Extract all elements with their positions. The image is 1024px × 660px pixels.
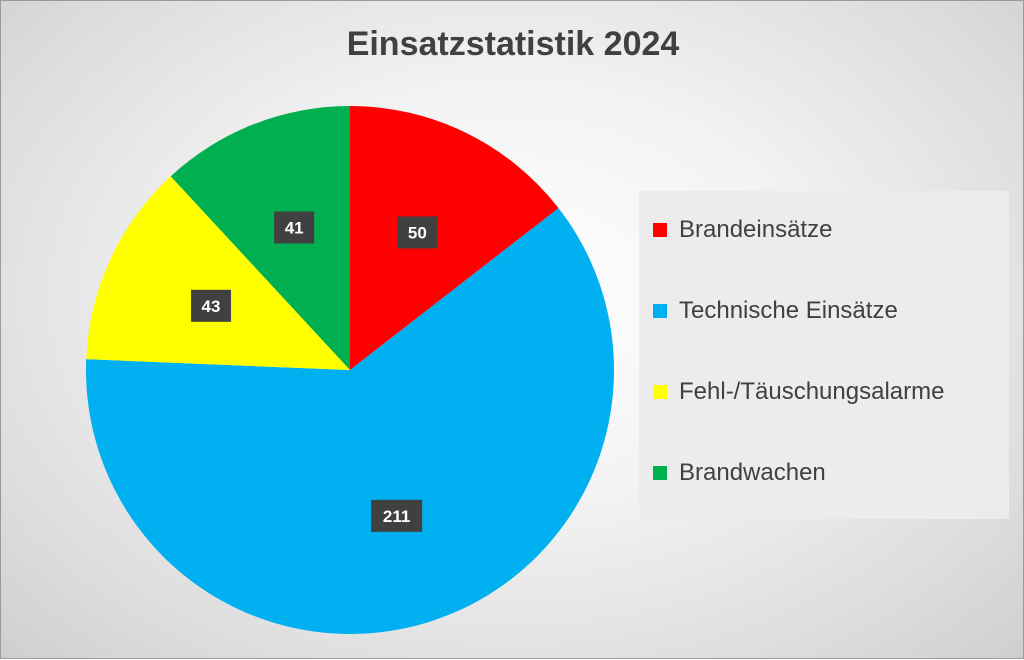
pie-slices <box>85 106 615 635</box>
data-label-box <box>371 499 423 532</box>
legend: Brandeinsätze Technische Einsätze Fehl-/… <box>639 191 1009 519</box>
legend-label-brandeinsaetze: Brandeinsätze <box>679 216 833 243</box>
legend-item-brandwachen: Brandwachen <box>639 455 1009 491</box>
data-label-brandeinsaetze: 50 <box>397 216 438 249</box>
data-label-technische-einsaetze: 211 <box>371 499 423 532</box>
data-label-box <box>397 216 438 249</box>
data-label-value: 50 <box>408 223 427 242</box>
legend-item-technische-einsaetze: Technische Einsätze <box>639 293 1009 329</box>
legend-label-technische-einsaetze: Technische Einsätze <box>679 297 898 324</box>
pie-slice-brandeinsaetze <box>350 106 559 370</box>
legend-swatch-technische-einsaetze <box>653 304 667 318</box>
data-label-fehlalarme: 43 <box>190 289 231 322</box>
legend-label-fehlalarme: Fehl-/Täuschungsalarme <box>679 378 945 405</box>
data-label-box <box>274 211 315 244</box>
pie-slice-brandwachen <box>170 106 350 370</box>
data-label-value: 211 <box>383 507 410 526</box>
data-label-value: 41 <box>285 218 304 237</box>
legend-swatch-brandwachen <box>653 466 667 480</box>
chart-title: Einsatzstatistik 2024 <box>346 25 680 63</box>
legend-swatch-brandeinsaetze <box>653 223 667 237</box>
pie-data-labels: 50 211 43 41 <box>190 211 438 532</box>
pie-slice-fehlalarme <box>86 176 350 370</box>
legend-swatch-fehlalarme <box>653 385 667 399</box>
legend-item-brandeinsaetze: Brandeinsätze <box>639 212 1009 248</box>
legend-label-brandwachen: Brandwachen <box>679 459 826 486</box>
pie-slice-technische-einsaetze <box>85 208 615 635</box>
data-label-value: 43 <box>202 297 221 316</box>
data-label-box <box>190 289 231 322</box>
data-label-brandwachen: 41 <box>274 211 315 244</box>
legend-item-fehlalarme: Fehl-/Täuschungsalarme <box>639 374 1009 410</box>
